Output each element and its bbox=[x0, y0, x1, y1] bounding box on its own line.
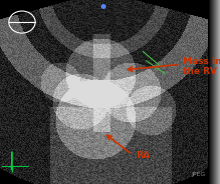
Text: Mass in
the RV: Mass in the RV bbox=[183, 57, 220, 76]
Text: JPEG: JPEG bbox=[191, 172, 206, 177]
Text: RA: RA bbox=[136, 151, 150, 160]
